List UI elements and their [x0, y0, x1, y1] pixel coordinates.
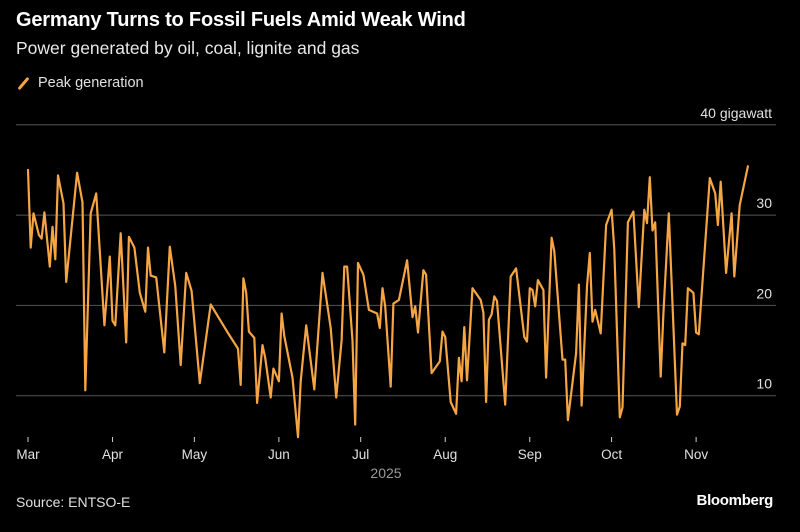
- x-tick-label-nov: Nov: [684, 447, 708, 462]
- y-tick-label: 10: [756, 376, 772, 392]
- x-tick-label-sep: Sep: [518, 447, 542, 462]
- legend: Peak generation: [16, 75, 144, 91]
- x-tick-label-jun: Jun: [268, 447, 290, 462]
- chart-title: Germany Turns to Fossil Fuels Amid Weak …: [16, 9, 466, 31]
- x-tick-label-may: May: [182, 447, 208, 462]
- y-tick-label: 40 gigawatt: [700, 105, 772, 121]
- x-tick-label-mar: Mar: [16, 447, 40, 462]
- x-tick-label-aug: Aug: [433, 447, 457, 462]
- source-note: Source: ENTSO-E: [16, 494, 131, 510]
- series-line-peak-generation: [26, 165, 749, 439]
- y-tick-label: 30: [756, 195, 772, 211]
- bloomberg-logo: Bloomberg: [696, 492, 774, 509]
- y-tick-label: 20: [756, 285, 772, 301]
- x-axis-year-label: 2025: [370, 465, 401, 481]
- legend-label: Peak generation: [38, 75, 144, 91]
- chart-subtitle: Power generated by oil, coal, lignite an…: [16, 38, 360, 58]
- x-tick-label-oct: Oct: [601, 447, 622, 462]
- x-tick-label-jul: Jul: [352, 447, 369, 462]
- x-tick-label-apr: Apr: [102, 447, 124, 462]
